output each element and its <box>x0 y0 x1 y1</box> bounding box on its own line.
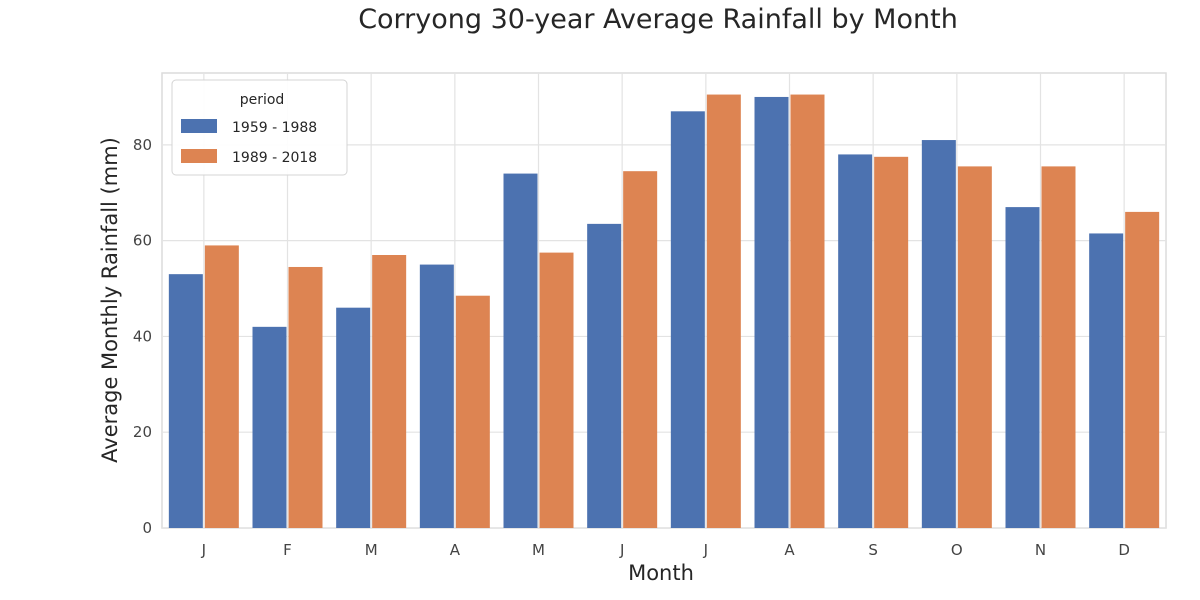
x-tick-label: J <box>619 541 624 559</box>
x-tick-label: D <box>1118 541 1130 559</box>
y-tick-label: 0 <box>142 519 152 537</box>
bar-1959-1988-8 <box>838 154 873 528</box>
bar-1989-2018-10 <box>1041 166 1076 529</box>
legend: period 1959 - 1988 1989 - 2018 <box>171 79 348 176</box>
y-axis-ticks: 0 20 40 60 80 <box>133 136 152 537</box>
bar-1989-2018-5 <box>623 171 658 528</box>
y-tick-label: 60 <box>133 232 152 250</box>
x-tick-label: A <box>450 541 461 559</box>
x-tick-label: M <box>532 541 545 559</box>
bar-1959-1988-9 <box>921 140 956 529</box>
x-tick-label: A <box>784 541 795 559</box>
x-tick-label: N <box>1035 541 1046 559</box>
bar-1959-1988-3 <box>419 264 454 528</box>
bar-1989-2018-9 <box>957 166 992 529</box>
legend-title: period <box>240 92 285 108</box>
bar-1989-2018-4 <box>539 252 574 528</box>
legend-swatch-1959-1988 <box>181 119 217 133</box>
bar-1959-1988-0 <box>168 274 203 528</box>
bar-1989-2018-6 <box>706 94 741 528</box>
bar-1989-2018-8 <box>874 156 909 528</box>
plot-area <box>161 72 1167 529</box>
bar-1989-2018-7 <box>790 94 825 528</box>
bar-1989-2018-1 <box>288 266 323 528</box>
bar-1989-2018-11 <box>1125 211 1160 529</box>
legend-label-1959-1988: 1959 - 1988 <box>232 120 317 136</box>
x-tick-label: M <box>365 541 378 559</box>
legend-label-1989-2018: 1989 - 2018 <box>232 150 317 166</box>
y-tick-label: 20 <box>133 423 152 441</box>
legend-swatch-1989-2018 <box>181 149 217 163</box>
y-tick-label: 80 <box>133 136 152 154</box>
bar-1959-1988-10 <box>1005 207 1040 528</box>
bar-1959-1988-5 <box>587 223 622 529</box>
x-tick-label: S <box>868 541 878 559</box>
y-tick-label: 40 <box>133 327 152 345</box>
chart-title: Corryong 30-year Average Rainfall by Mon… <box>358 4 958 35</box>
bar-1989-2018-3 <box>455 295 490 528</box>
x-tick-label: J <box>201 541 206 559</box>
x-tick-label: F <box>283 541 292 559</box>
bar-1959-1988-7 <box>754 96 789 529</box>
bars <box>168 94 1160 529</box>
bar-1959-1988-11 <box>1089 233 1124 528</box>
bar-1989-2018-0 <box>204 245 239 528</box>
x-tick-label: J <box>703 541 708 559</box>
y-axis-label: Average Monthly Rainfall (mm) <box>98 137 122 463</box>
bar-1959-1988-2 <box>336 307 371 528</box>
grid-lines <box>162 73 1166 529</box>
bar-1959-1988-6 <box>670 111 705 528</box>
bar-1959-1988-4 <box>503 173 538 528</box>
bar-1989-2018-2 <box>372 255 407 528</box>
bar-1959-1988-1 <box>252 326 287 528</box>
x-axis-label: Month <box>628 561 694 585</box>
x-tick-label: O <box>951 541 963 559</box>
